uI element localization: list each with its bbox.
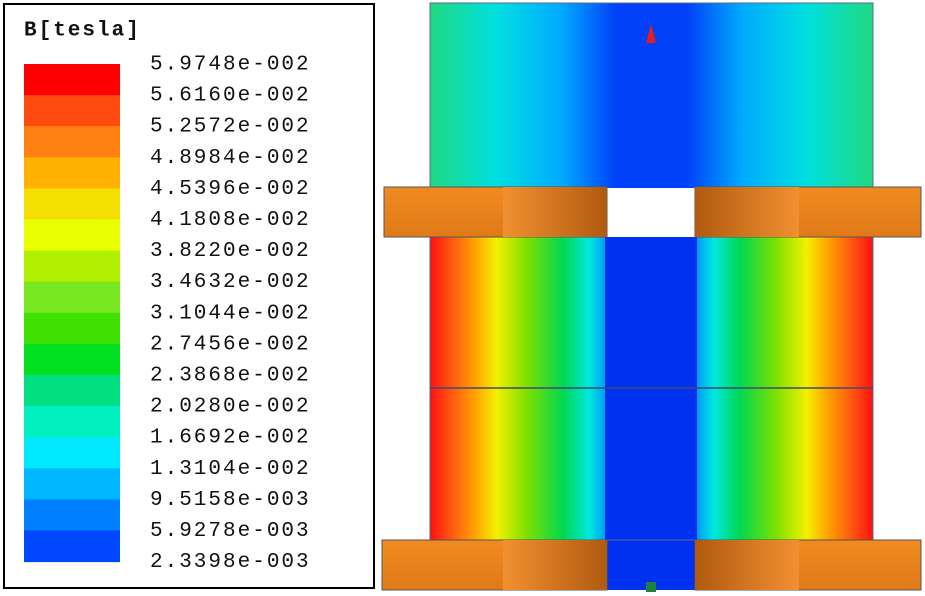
legend-label: 2.3868e-002 (150, 365, 311, 388)
coil-top-left-shade (503, 187, 607, 237)
legend-label: 5.9278e-003 (150, 520, 311, 543)
field-gap (605, 540, 697, 590)
legend-swatch (24, 95, 120, 127)
legend-label: 3.4632e-002 (150, 271, 311, 294)
legend-swatch (24, 219, 120, 252)
coil-bottom-left-shade (503, 540, 607, 590)
legend-title: B[tesla] (24, 20, 141, 43)
legend-label: 4.8984e-002 (150, 147, 311, 170)
legend-label: 9.5158e-003 (150, 489, 311, 512)
legend-label: 4.1808e-002 (150, 209, 311, 232)
legend-swatch (24, 343, 120, 376)
legend-swatch (24, 499, 120, 531)
coil-top-right-shade (695, 187, 799, 237)
legend-swatch (24, 281, 120, 314)
legend-swatch (24, 188, 120, 220)
axis-arrow (646, 24, 656, 43)
legend-label: 3.1044e-002 (150, 302, 311, 325)
legend-swatch (24, 157, 120, 189)
legend-label: 5.2572e-002 (150, 116, 311, 139)
legend-swatch (24, 250, 120, 283)
legend-label: 3.8220e-002 (150, 240, 311, 263)
legend-label: 1.3104e-002 (150, 458, 311, 481)
coil-bottom-right-shade (695, 540, 799, 590)
legend-labels: 5.9748e-002 5.6160e-002 5.2572e-002 4.8984e… (150, 54, 311, 575)
legend-swatch (24, 312, 120, 345)
legend-label: 2.3398e-003 (150, 551, 311, 574)
legend-label: 5.9748e-002 (150, 54, 311, 77)
legend-swatch (24, 468, 120, 500)
legend-swatch (24, 530, 120, 563)
legend-label: 4.5396e-002 (150, 178, 311, 201)
origin-marker (646, 582, 656, 592)
legend-label: 2.7456e-002 (150, 333, 311, 356)
legend-swatch (24, 375, 120, 407)
legend-label: 2.0280e-002 (150, 396, 311, 419)
legend-swatches (24, 64, 120, 563)
region-outline (429, 2, 874, 541)
legend-swatch (24, 437, 120, 469)
legend-swatch (24, 64, 120, 96)
legend-label: 5.6160e-002 (150, 85, 311, 108)
legend-swatch (24, 406, 120, 438)
legend-swatch (24, 126, 120, 158)
legend-label: 1.6692e-002 (150, 427, 311, 450)
